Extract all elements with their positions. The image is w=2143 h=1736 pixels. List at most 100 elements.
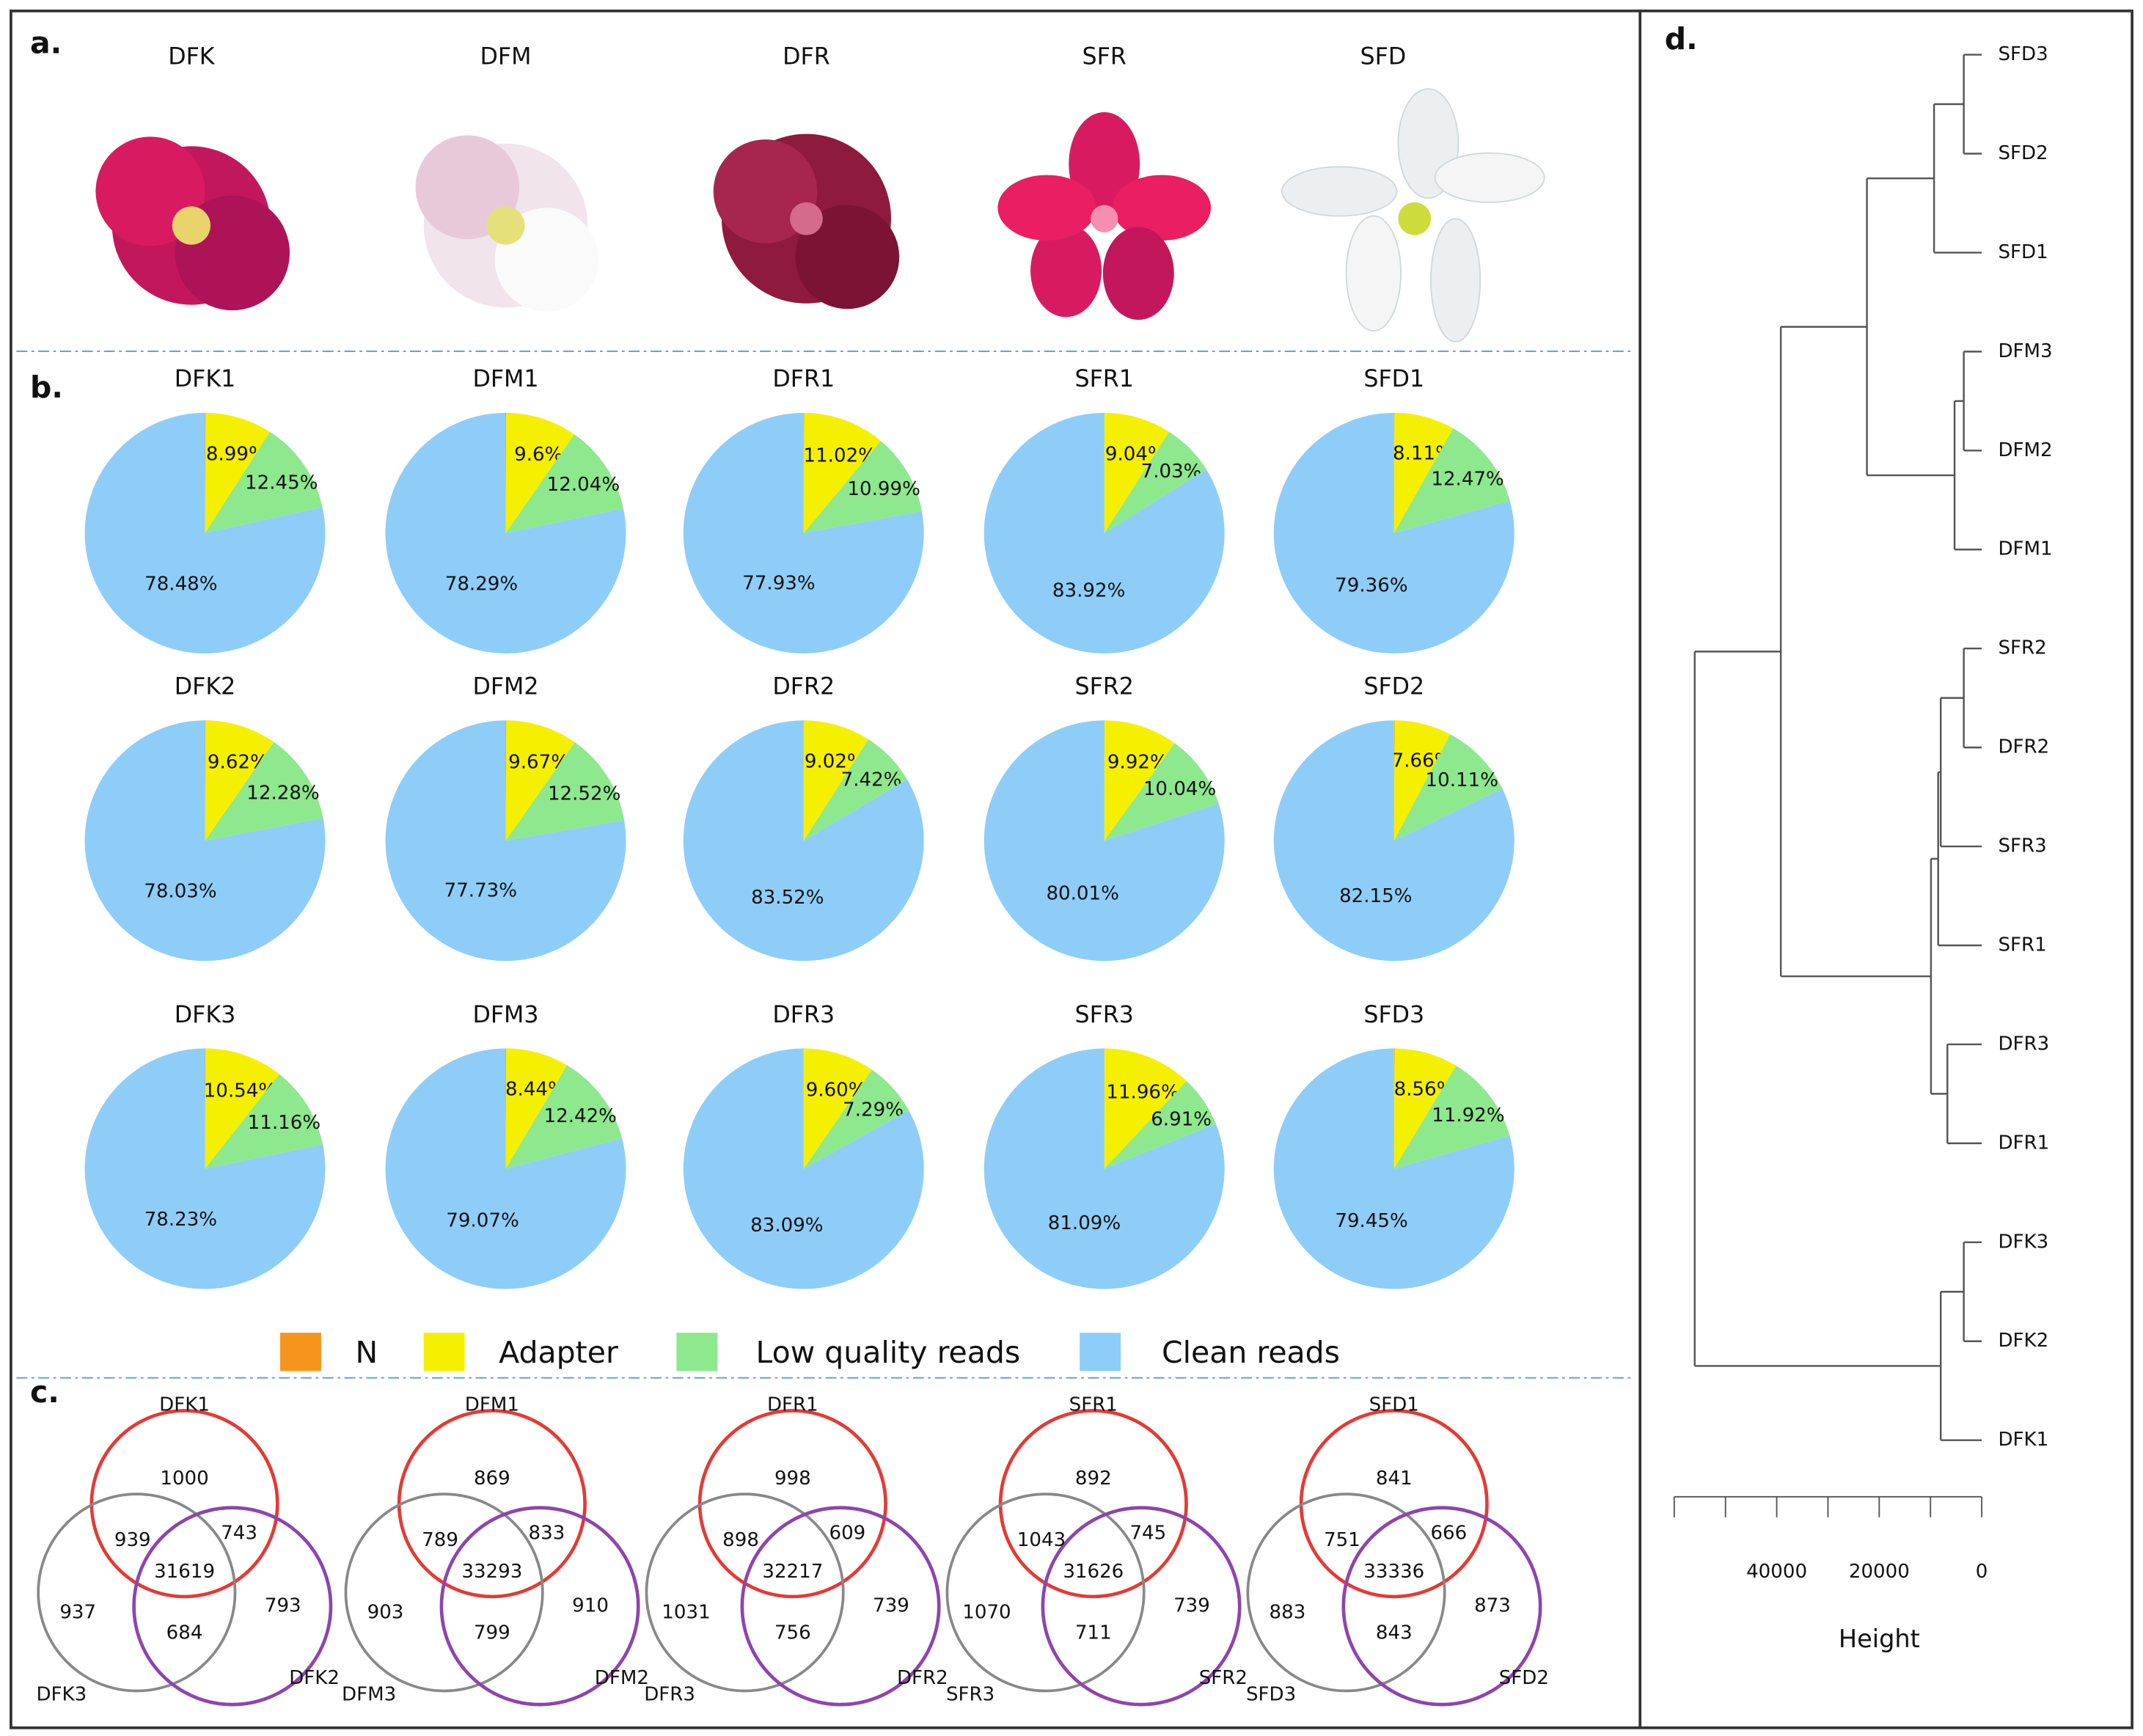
- pie-slice: [683, 1048, 924, 1289]
- data-label: 80.01%: [1046, 883, 1118, 905]
- set-label: SFR2: [1199, 1667, 1248, 1689]
- venn-count: 666: [1430, 1523, 1467, 1545]
- pie-slice: [683, 412, 924, 653]
- set-label: DFM2: [595, 1667, 649, 1689]
- legend-swatch: [1080, 1333, 1121, 1371]
- data-label: 12.28%: [246, 782, 319, 804]
- pie-slice: [505, 412, 575, 533]
- pie-title: DFK3: [175, 1002, 236, 1028]
- pie-slice: [505, 1048, 568, 1169]
- venn-count: 841: [1376, 1468, 1413, 1490]
- pie-slice: [205, 431, 323, 533]
- venn-count: 756: [774, 1622, 811, 1644]
- data-label: 10.99%: [847, 478, 920, 500]
- panel-label: a.: [30, 26, 62, 61]
- legend-swatch: [423, 1333, 465, 1371]
- leaf-label: SFR1: [1998, 934, 2046, 956]
- leaf-label: SFD2: [1998, 142, 2048, 164]
- leaf-label: SFD3: [1998, 43, 2048, 65]
- flower-title: SFD: [1360, 43, 1407, 70]
- x-tick-label: 20000: [1849, 1561, 1910, 1583]
- pie-slice: [1273, 412, 1514, 653]
- data-label: 79.07%: [446, 1209, 519, 1231]
- venn-count: 1000: [160, 1468, 208, 1490]
- panel-label: c.: [30, 1374, 59, 1410]
- panel-label: d.: [1665, 21, 1698, 56]
- set-label: SFD2: [1499, 1667, 1549, 1689]
- data-label: 6.91%: [1151, 1108, 1212, 1130]
- data-label: 77.93%: [742, 573, 815, 595]
- legend-swatch: [280, 1333, 321, 1371]
- venn-count: 745: [1129, 1523, 1166, 1545]
- venn-count: 31626: [1063, 1561, 1124, 1583]
- leaf-label: DFM1: [1998, 538, 2052, 560]
- venn-count: 873: [1474, 1594, 1511, 1616]
- leaf-label: SFR3: [1998, 835, 2046, 857]
- flower: [415, 135, 599, 312]
- venn-count: 937: [59, 1602, 96, 1624]
- data-label: 83.09%: [750, 1215, 823, 1237]
- flower: [1281, 88, 1545, 343]
- flower-title: DFK: [168, 43, 216, 70]
- data-label: 82.15%: [1339, 885, 1412, 907]
- pie-title: DFR3: [772, 1002, 835, 1028]
- pie-slice: [205, 1048, 206, 1169]
- pie-title: DFR2: [772, 673, 835, 700]
- flower-title: SFR: [1083, 43, 1127, 70]
- leaf-label: DFR3: [1998, 1033, 2049, 1055]
- venn-circle: [439, 1506, 640, 1707]
- venn-count: 33293: [461, 1561, 522, 1583]
- pie-slice: [505, 720, 575, 841]
- venn-circle: [945, 1493, 1146, 1693]
- pie-slice: [803, 441, 922, 533]
- venn-circle: [1041, 1506, 1242, 1707]
- venn-count: 1031: [662, 1602, 710, 1624]
- pie-title: DFR1: [772, 366, 835, 392]
- venn-count: 939: [114, 1529, 151, 1551]
- venn-count: 33336: [1363, 1561, 1424, 1583]
- pie-title: DFM2: [472, 673, 538, 700]
- venn-count: 751: [1324, 1529, 1360, 1551]
- venn-count: 833: [529, 1523, 565, 1545]
- pie-title: SFR3: [1074, 1002, 1133, 1028]
- venn-count: 684: [166, 1622, 203, 1644]
- pie-slice: [683, 720, 924, 962]
- set-label: SFD1: [1369, 1393, 1419, 1415]
- pie-title: DFK2: [175, 673, 236, 700]
- set-label: DFR1: [767, 1393, 818, 1415]
- data-label: 12.45%: [245, 472, 318, 494]
- set-label: SFD3: [1246, 1684, 1296, 1706]
- data-label: 12.04%: [547, 474, 620, 496]
- pie-slice: [1104, 720, 1175, 841]
- pie-slice: [1273, 720, 1514, 962]
- venn-circle: [344, 1493, 544, 1693]
- set-label: DFM3: [342, 1684, 396, 1706]
- pie-slice: [205, 720, 206, 841]
- pie-slice: [205, 1074, 323, 1169]
- pie-slice: [803, 739, 907, 841]
- leaf-label: DFR2: [1998, 736, 2049, 758]
- pie-title: DFM1: [472, 366, 538, 392]
- pie-slice: [1104, 1080, 1216, 1169]
- venn-count: 892: [1075, 1468, 1112, 1490]
- flower-title: DFM: [480, 43, 532, 70]
- venn-circle: [132, 1506, 333, 1707]
- data-label: 77.73%: [444, 880, 517, 902]
- leaf-label: SFD1: [1998, 241, 2048, 263]
- legend-label: Adapter: [499, 1335, 618, 1370]
- venn-circle: [1341, 1506, 1542, 1707]
- data-label: 12.42%: [544, 1105, 617, 1127]
- pie-slice: [983, 1048, 1225, 1289]
- data-label: 83.52%: [751, 887, 824, 909]
- pie-title: SFR2: [1074, 673, 1133, 700]
- leaf-label: DFK1: [1998, 1429, 2048, 1451]
- set-label: SFR3: [946, 1684, 994, 1706]
- frame: [10, 10, 2133, 1729]
- venn-circle: [1246, 1493, 1446, 1693]
- data-label: 83.92%: [1052, 579, 1125, 601]
- pie-slice: [1393, 412, 1395, 533]
- data-label: 7.42%: [841, 769, 902, 791]
- pie-slice: [803, 720, 869, 841]
- venn-count: 799: [474, 1622, 510, 1644]
